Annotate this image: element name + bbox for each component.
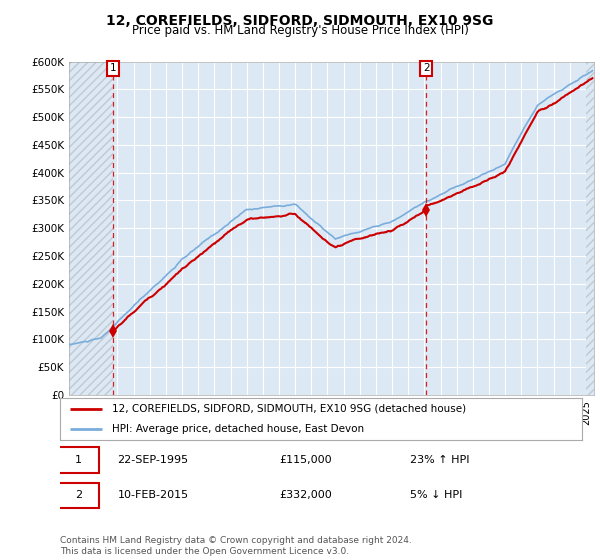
FancyBboxPatch shape <box>58 447 99 473</box>
Text: 2: 2 <box>75 491 82 500</box>
Text: 12, COREFIELDS, SIDFORD, SIDMOUTH, EX10 9SG (detached house): 12, COREFIELDS, SIDFORD, SIDMOUTH, EX10 … <box>112 404 466 414</box>
Text: 12, COREFIELDS, SIDFORD, SIDMOUTH, EX10 9SG: 12, COREFIELDS, SIDFORD, SIDMOUTH, EX10 … <box>106 14 494 28</box>
Text: £332,000: £332,000 <box>279 491 332 500</box>
FancyBboxPatch shape <box>58 483 99 508</box>
Text: £115,000: £115,000 <box>279 455 332 465</box>
Text: HPI: Average price, detached house, East Devon: HPI: Average price, detached house, East… <box>112 424 364 434</box>
Text: 1: 1 <box>110 63 116 73</box>
Text: Price paid vs. HM Land Registry's House Price Index (HPI): Price paid vs. HM Land Registry's House … <box>131 24 469 36</box>
Text: 1: 1 <box>75 455 82 465</box>
Text: 2: 2 <box>423 63 430 73</box>
Bar <box>586 62 594 395</box>
Text: Contains HM Land Registry data © Crown copyright and database right 2024.
This d: Contains HM Land Registry data © Crown c… <box>60 536 412 556</box>
Bar <box>69 62 113 395</box>
Text: 10-FEB-2015: 10-FEB-2015 <box>118 491 188 500</box>
Text: 22-SEP-1995: 22-SEP-1995 <box>118 455 188 465</box>
Text: 23% ↑ HPI: 23% ↑ HPI <box>410 455 469 465</box>
Text: 5% ↓ HPI: 5% ↓ HPI <box>410 491 462 500</box>
